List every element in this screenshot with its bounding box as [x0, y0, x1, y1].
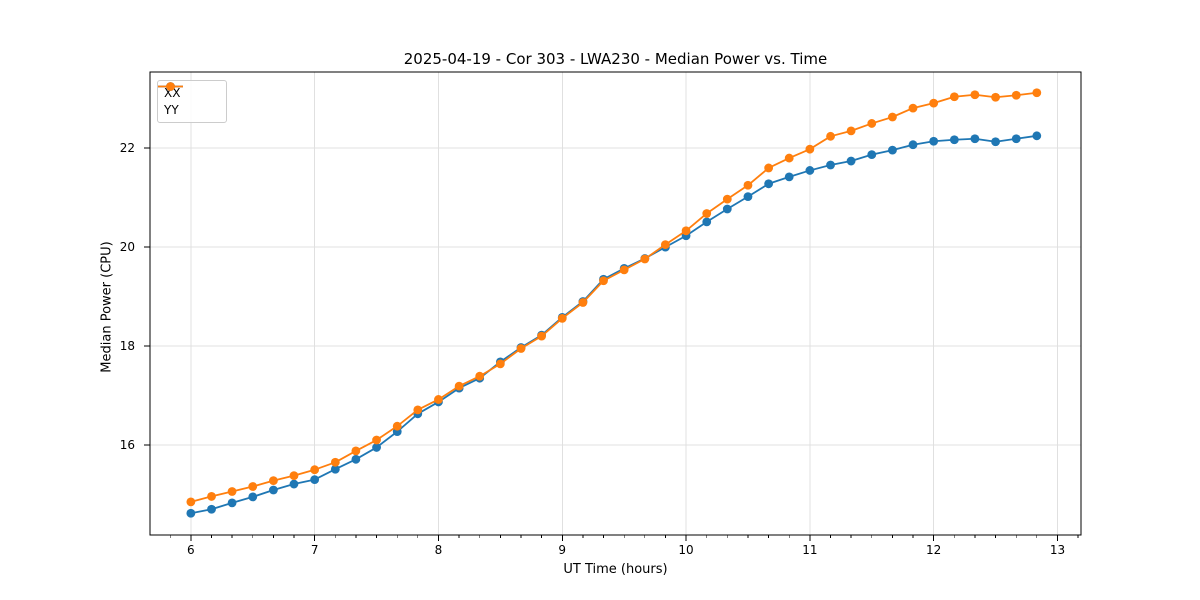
- data-point-xx: [949, 135, 959, 145]
- data-point-yy: [764, 163, 774, 173]
- data-point-xx: [186, 508, 196, 518]
- data-point-yy: [330, 457, 340, 467]
- x-tick-label: 8: [434, 543, 443, 557]
- data-point-xx: [805, 166, 815, 175]
- data-point-xx: [248, 492, 258, 502]
- data-point-yy: [929, 98, 939, 108]
- data-point-yy: [1011, 90, 1021, 100]
- data-point-xx: [269, 485, 278, 495]
- data-point-xx: [372, 443, 381, 452]
- data-point-yy: [269, 476, 278, 485]
- data-point-xx: [743, 192, 753, 202]
- data-point-yy: [619, 265, 629, 275]
- data-point-yy: [660, 240, 670, 250]
- data-point-yy: [475, 371, 485, 381]
- y-tick-label: 22: [119, 141, 135, 156]
- data-point-yy: [207, 492, 216, 501]
- data-point-yy: [516, 344, 526, 353]
- data-point-yy: [805, 144, 815, 154]
- data-point-yy: [826, 131, 835, 141]
- data-point-yy: [599, 276, 608, 286]
- legend-entry-yy: YY: [158, 82, 220, 118]
- data-point-xx: [1032, 131, 1042, 141]
- data-point-xx: [867, 150, 877, 160]
- data-point-xx: [991, 137, 1000, 147]
- plot-border: [149, 71, 1082, 536]
- yy-line-marker-icon: [158, 82, 183, 91]
- x-tick-label: 11: [802, 543, 818, 557]
- data-point-yy: [578, 298, 588, 307]
- data-point-yy: [784, 153, 794, 163]
- y-tick-label: 20: [119, 240, 135, 255]
- data-point-xx: [351, 454, 361, 464]
- data-point-yy: [681, 226, 691, 236]
- data-point-yy: [289, 471, 299, 481]
- data-point-yy: [537, 331, 546, 341]
- data-point-yy: [186, 497, 196, 507]
- data-point-xx: [722, 204, 732, 214]
- chart-title: 2025-04-19 - Cor 303 - LWA230 - Median P…: [403, 50, 828, 68]
- x-tick-label: 12: [926, 543, 942, 557]
- x-tick-label: 9: [558, 543, 567, 557]
- x-tick-label: 10: [678, 543, 694, 557]
- x-minor-ticks: [169, 535, 1079, 539]
- data-point-yy: [949, 92, 959, 102]
- data-point-xx: [826, 160, 835, 170]
- data-point-xx: [207, 504, 216, 514]
- x-axis-label: UT Time (hours): [563, 562, 668, 577]
- data-point-xx: [1011, 134, 1021, 144]
- data-point-yy: [310, 465, 320, 475]
- data-point-yy: [991, 92, 1000, 102]
- y-tick-label: 16: [119, 437, 135, 452]
- data-point-yy: [702, 209, 712, 218]
- x-tick-label: 6: [187, 543, 195, 557]
- data-point-yy: [908, 103, 918, 113]
- data-point-yy: [392, 421, 402, 431]
- x-tick-label: 7: [310, 543, 319, 557]
- legend-label-yy: YY: [164, 103, 179, 118]
- data-point-yy: [495, 359, 505, 369]
- data-point-yy: [640, 254, 650, 264]
- x-tick-label: 13: [1049, 543, 1066, 557]
- series-yy: [186, 88, 1042, 507]
- data-point-yy: [248, 482, 258, 491]
- data-point-yy: [846, 126, 856, 136]
- data-point-xx: [330, 464, 340, 474]
- data-point-xx: [310, 475, 320, 484]
- data-point-xx: [908, 140, 918, 150]
- data-point-yy: [557, 313, 567, 323]
- data-point-yy: [413, 405, 423, 415]
- data-point-yy: [888, 112, 897, 122]
- data-point-xx: [227, 498, 237, 508]
- data-point-xx: [888, 145, 897, 155]
- data-point-xx: [289, 479, 299, 489]
- data-point-xx: [702, 217, 712, 227]
- data-point-yy: [867, 119, 877, 128]
- data-point-xx: [846, 156, 856, 166]
- data-point-xx: [784, 172, 794, 182]
- data-point-yy: [454, 381, 464, 391]
- data-point-yy: [970, 90, 980, 100]
- data-point-yy: [722, 194, 732, 204]
- data-point-yy: [351, 446, 361, 456]
- y-tick-label: 18: [119, 339, 135, 354]
- data-point-xx: [929, 136, 939, 146]
- legend: XX YY: [157, 80, 227, 123]
- data-point-yy: [434, 395, 443, 404]
- data-point-yy: [1032, 88, 1042, 98]
- data-point-xx: [970, 134, 980, 144]
- data-point-xx: [764, 179, 774, 189]
- data-point-yy: [227, 487, 237, 496]
- data-point-yy: [372, 435, 381, 445]
- major-ticks: [144, 147, 1058, 541]
- data-point-yy: [743, 180, 753, 190]
